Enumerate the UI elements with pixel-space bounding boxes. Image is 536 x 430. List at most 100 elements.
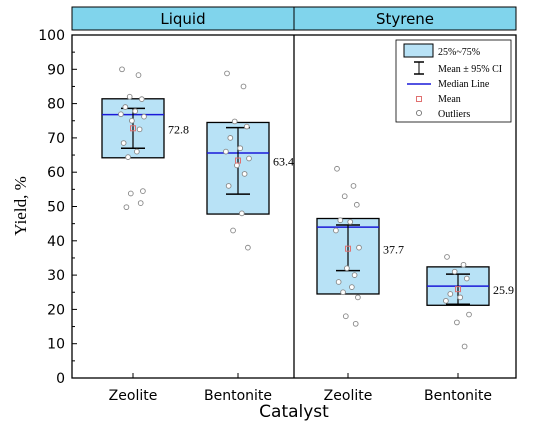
y-tick-label: 80	[47, 97, 65, 113]
y-axis-label: Yield, %	[11, 176, 30, 236]
legend-mean-swatch	[416, 96, 422, 102]
data-point	[447, 291, 454, 297]
data-point	[351, 272, 358, 278]
x-tick-label: Zeolite	[324, 388, 373, 404]
data-point	[466, 311, 472, 318]
data-point	[129, 117, 135, 124]
data-point	[356, 244, 362, 251]
legend: 25%~75% Mean ± 95% CI Median Line Mean O…	[395, 39, 512, 123]
data-point	[224, 70, 230, 77]
data-point	[120, 140, 127, 146]
panel-title-styrene: Styrene	[376, 10, 434, 28]
data-point	[460, 261, 467, 268]
box-group-bentonite-liquid: 63.4	[206, 70, 294, 251]
y-tick-label: 30	[47, 268, 65, 284]
x-tick-label: Bentonite	[424, 388, 492, 404]
mean-marker	[345, 245, 351, 252]
data-point	[127, 190, 134, 197]
y-tick-label: 0	[56, 371, 65, 387]
data-point	[241, 171, 248, 177]
data-point	[119, 66, 125, 73]
data-point	[337, 217, 344, 224]
panel-title-liquid: Liquid	[160, 10, 205, 28]
legend-mean-label: Mean	[438, 94, 461, 105]
mean-label: 63.4	[273, 155, 294, 169]
box-groups: 72.8 63.4 37.7 25.9	[101, 66, 514, 350]
box-group-bentonite-styrene: 25.9	[426, 254, 514, 350]
legend-outlier-swatch	[415, 109, 423, 117]
data-point	[451, 268, 458, 275]
data-point	[341, 193, 348, 200]
y-tick-label: 100	[38, 28, 65, 44]
y-tick-label: 40	[47, 234, 65, 250]
data-point	[353, 201, 360, 208]
data-point	[335, 279, 342, 285]
y-tick-label: 50	[47, 200, 65, 216]
legend-whisker-label: Mean ± 95% CI	[438, 64, 502, 75]
data-point	[463, 275, 470, 282]
data-point	[461, 343, 468, 350]
x-axis: Zeolite Bentonite Zeolite Bentonite	[109, 373, 492, 404]
data-point	[243, 123, 250, 130]
box-group-zeolite-styrene: 37.7	[316, 165, 404, 327]
data-point	[355, 294, 361, 301]
data-point	[443, 297, 449, 304]
data-point	[352, 320, 359, 327]
data-point	[134, 148, 140, 155]
mean-label: 25.9	[493, 283, 514, 297]
data-point	[444, 254, 450, 260]
data-point	[123, 204, 130, 211]
data-point	[118, 111, 124, 118]
data-point	[230, 227, 236, 234]
data-point	[350, 183, 357, 189]
data-point	[333, 227, 339, 234]
data-point	[237, 145, 244, 152]
data-point	[349, 284, 355, 290]
mean-marker	[455, 286, 461, 293]
data-point	[122, 104, 129, 110]
data-point	[245, 244, 251, 251]
data-point	[246, 155, 252, 162]
y-tick-label: 90	[47, 62, 65, 78]
data-point	[225, 183, 232, 189]
box-group-zeolite-liquid: 72.8	[101, 66, 189, 211]
data-point	[231, 118, 238, 125]
y-tick-label: 60	[47, 165, 65, 181]
y-tick-label: 20	[47, 302, 65, 318]
mean-marker	[130, 125, 136, 132]
legend-box-swatch	[403, 43, 434, 58]
data-point	[140, 188, 146, 194]
data-point	[239, 210, 245, 217]
legend-median-label: Median Line	[438, 79, 490, 90]
data-point	[137, 200, 144, 206]
data-point	[454, 319, 460, 326]
data-point	[227, 135, 234, 141]
data-point	[234, 162, 240, 169]
data-point	[347, 219, 354, 225]
data-point	[240, 83, 247, 90]
y-tick-label: 10	[47, 337, 65, 353]
x-tick-label: Zeolite	[109, 388, 158, 404]
x-axis-label: Catalyst	[259, 402, 329, 422]
panel-header-styrene	[293, 6, 517, 31]
data-point	[136, 126, 143, 133]
x-tick-label: Bentonite	[204, 388, 272, 404]
legend-box-label: 25%~75%	[438, 47, 480, 58]
data-point	[132, 108, 139, 114]
data-point	[340, 289, 346, 296]
data-point	[135, 72, 142, 78]
data-point	[126, 93, 133, 100]
data-point	[138, 96, 145, 102]
data-point	[141, 113, 147, 120]
data-point	[457, 294, 464, 301]
y-axis: 0 10 20 30 40 50 60 70 80 90 100	[38, 28, 77, 387]
y-tick-label: 70	[47, 131, 65, 147]
mean-label: 37.7	[383, 243, 404, 257]
data-point	[342, 313, 349, 320]
mean-marker	[235, 157, 241, 164]
mean-label: 72.8	[168, 122, 189, 136]
data-point	[125, 154, 131, 160]
legend-outlier-label: Outliers	[438, 109, 470, 120]
data-point	[223, 148, 229, 155]
